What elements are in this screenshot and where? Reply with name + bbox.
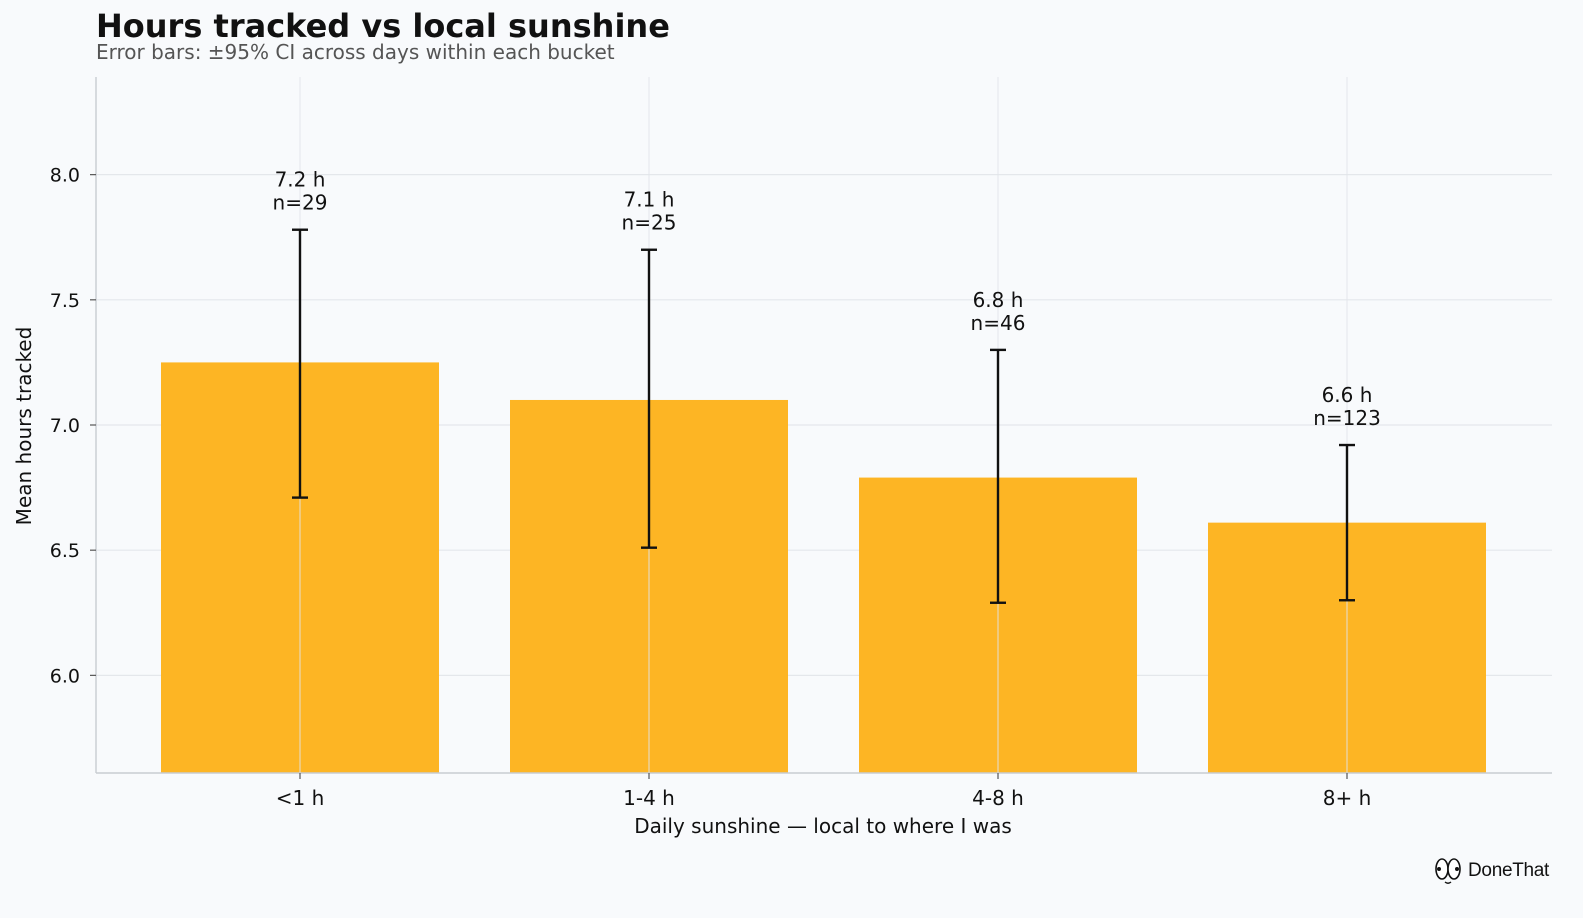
brand-logo: DoneThat: [1434, 857, 1549, 885]
y-axis-label: Mean hours tracked: [12, 327, 36, 526]
x-tick-label: 1-4 h: [623, 786, 675, 810]
value-label: 7.1 h: [624, 188, 675, 212]
data-labels: 7.2 hn=29 7.1 hn=25 6.8 hn=46 6.6 hn=123: [273, 168, 1381, 430]
error-bars: [292, 228, 1355, 604]
bars: [161, 362, 1486, 773]
eyes-logo-icon: [1435, 858, 1461, 884]
n-label: n=123: [1313, 406, 1381, 430]
value-label: 6.6 h: [1322, 383, 1373, 407]
n-label: n=46: [971, 311, 1026, 335]
n-label: n=25: [622, 211, 677, 235]
x-tick-label: 4-8 h: [972, 786, 1024, 810]
y-tick-label: 7.0: [50, 415, 80, 437]
y-tick-label: 7.5: [50, 290, 80, 312]
x-axis-label: Daily sunshine — local to where I was: [634, 814, 1012, 838]
y-tick-label: 6.5: [50, 540, 80, 562]
x-tick-label: <1 h: [276, 786, 325, 810]
n-label: n=29: [273, 191, 328, 215]
chart-title: Hours tracked vs local sunshine: [96, 7, 670, 45]
brand-name: DoneThat: [1468, 860, 1550, 881]
value-label: 6.8 h: [973, 288, 1024, 312]
y-tick-label: 8.0: [50, 165, 80, 187]
y-tick-label: 6.0: [50, 665, 80, 687]
tick-labels: 6.0 6.5 7.0 7.5 8.0 <1 h 1-4 h 4-8 h 8+ h: [50, 165, 1371, 810]
value-label: 7.2 h: [275, 168, 326, 192]
chart-subtitle: Error bars: ±95% CI across days within e…: [96, 40, 615, 64]
x-tick-label: 8+ h: [1323, 786, 1372, 810]
